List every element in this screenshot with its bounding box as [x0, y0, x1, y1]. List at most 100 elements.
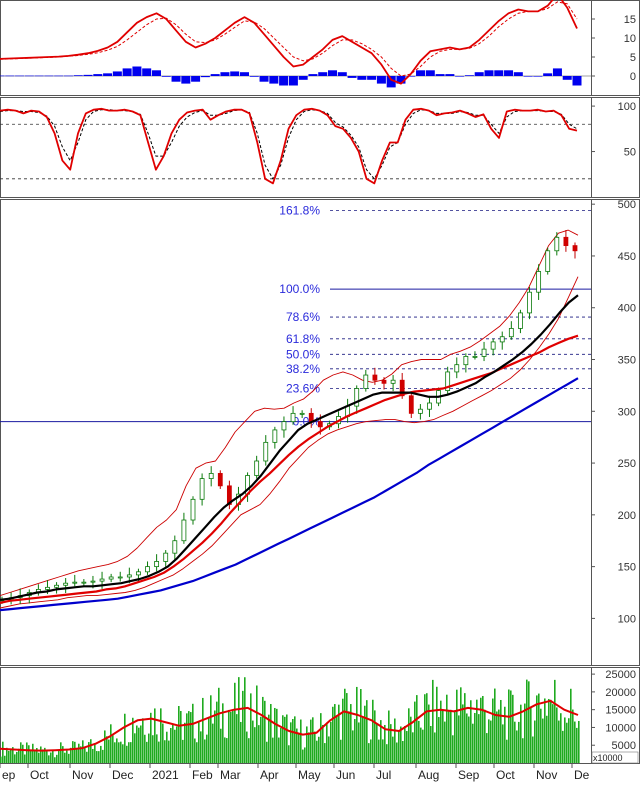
volume-bar [60, 742, 62, 763]
macd-histogram-bar [455, 76, 465, 77]
macd-histogram-bar [552, 68, 562, 76]
volume-bar [310, 719, 312, 763]
volume-bar [268, 714, 270, 763]
macd-histogram-bar [435, 74, 445, 76]
volume-bar [372, 699, 374, 763]
volume-bar [498, 709, 500, 763]
macd-histogram-bar [494, 70, 504, 76]
candle-body [490, 341, 496, 350]
volume-bar [26, 742, 28, 763]
volume-bar [62, 746, 64, 763]
candle-body [390, 379, 396, 384]
volume-bar [102, 749, 104, 763]
candle-body [281, 421, 287, 431]
volume-bar [330, 721, 332, 763]
volume-bar [344, 688, 346, 763]
volume-bar [304, 747, 306, 763]
volume-bar [228, 709, 230, 763]
candle-body [445, 371, 451, 391]
volume-bar [578, 721, 580, 763]
volume-bar [456, 689, 458, 763]
volume-bar [134, 733, 136, 763]
volume-bar [508, 689, 510, 763]
volume-bar [120, 741, 122, 763]
volume-bar [472, 723, 474, 763]
macd-panel: 15 10 5 0 [0, 0, 636, 88]
volume-bar [346, 693, 348, 763]
candle-body [190, 498, 196, 521]
volume-bar [258, 725, 260, 763]
volume-bar [260, 716, 262, 763]
volume-bar [576, 727, 578, 763]
volume-bar [332, 706, 334, 763]
volume-bar [240, 721, 242, 763]
volume-bar [72, 741, 74, 763]
candle-body [217, 473, 223, 487]
volume-bar [326, 722, 328, 763]
volume-bar [374, 710, 376, 763]
volume-bar [172, 723, 174, 763]
volume-bar [542, 718, 544, 763]
candle-body [527, 291, 532, 314]
y-tick-label: 250 [618, 458, 636, 470]
x-tick-label: Feb [192, 768, 213, 782]
macd-histogram-bar [259, 76, 269, 82]
volume-bar [392, 736, 394, 763]
y-tick-label: 100 [618, 613, 636, 625]
candle-body [354, 388, 360, 407]
volume-bar [348, 711, 350, 763]
volume-bar [468, 716, 470, 763]
volume-bar [252, 720, 254, 763]
macd-histogram-bar [103, 73, 113, 76]
x-tick-label: Jun [336, 768, 355, 782]
volume-bar [250, 693, 252, 763]
volume-bar [362, 717, 364, 763]
volume-bar [482, 696, 484, 763]
volume-bar [0, 756, 2, 763]
volume-bar [546, 715, 548, 763]
volume-bar [84, 748, 86, 763]
volume-bar [160, 708, 162, 763]
volume-bar [214, 710, 216, 763]
macd-histogram-bar [376, 76, 386, 84]
macd-histogram-bar [484, 70, 494, 76]
volume-bar [58, 750, 60, 763]
stochastic-k-line [0, 107, 578, 185]
y-tick-label: 300 [618, 406, 636, 418]
volume-bar [40, 746, 42, 763]
volume-bar [246, 731, 248, 763]
volume-bar [418, 720, 420, 763]
macd-histogram-bar [191, 76, 201, 82]
volume-bar [236, 714, 238, 763]
volume-bar [78, 743, 80, 763]
volume-bar [320, 713, 322, 763]
y-tick-label: 10000 [605, 722, 636, 734]
short-moving-average [0, 294, 579, 601]
macd-histogram-bar [181, 76, 191, 84]
candle-body [363, 374, 369, 389]
volume-bar [270, 704, 272, 763]
volume-bar [412, 732, 414, 763]
volume-bar [190, 712, 192, 763]
macd-histogram-bar [230, 71, 240, 76]
volume-bar [428, 704, 430, 763]
volume-bar [318, 736, 320, 763]
volume-bar [176, 726, 178, 763]
x-tick-label: 2021 [152, 768, 179, 782]
macd-histogram-bar [474, 72, 484, 76]
candle-body [199, 478, 205, 500]
volume-bar [570, 688, 572, 763]
volume-bar [324, 743, 326, 763]
volume-bar [296, 728, 298, 763]
volume-bar [198, 721, 200, 763]
x-tick-label: Nov [536, 768, 557, 782]
volume-bar [178, 706, 180, 763]
volume-bar [422, 729, 424, 763]
volume-bar [16, 751, 18, 763]
fibonacci-label: 0.0% [293, 415, 321, 429]
y-tick-label: 0 [630, 71, 636, 83]
x-tick-label: Mar [220, 768, 241, 782]
y-tick-label: 200 [618, 510, 636, 522]
x-tick-label: Aug [418, 768, 439, 782]
